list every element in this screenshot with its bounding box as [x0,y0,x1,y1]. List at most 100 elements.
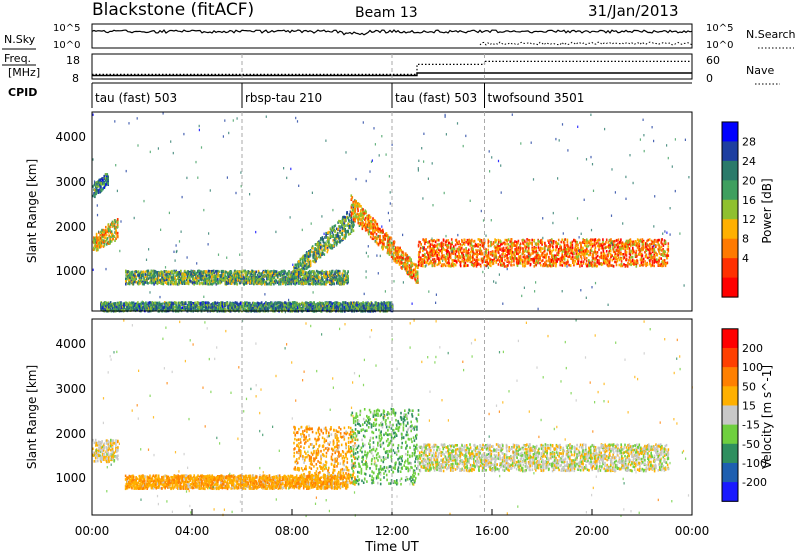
power-cell [505,247,507,250]
power-cell [219,270,221,273]
power-cell [550,244,552,247]
power-cell [304,257,306,260]
power-cell [296,265,298,268]
power-cell [465,262,467,265]
power-cell [393,251,395,254]
nsky-tick-high: 10^5 [53,23,80,34]
power-cell [602,238,604,241]
power-cell [409,260,411,263]
power-cell [438,258,440,261]
power-cell [594,244,596,247]
power-cell [357,210,359,213]
power-cell [485,250,487,253]
power-cell [238,277,240,280]
power-cell [98,236,100,239]
power-cell [443,244,445,247]
power-cell [206,275,208,278]
power-cell [438,263,440,266]
power-cell [410,276,412,279]
power-cell [255,271,257,274]
power-cell [610,250,612,253]
power-cell [422,265,424,268]
date-label: 31/Jan/2013 [588,2,679,20]
power-cell [315,243,317,246]
power-cell [320,246,322,249]
power-cell [458,251,460,254]
power-cell [602,247,604,250]
nsky-label: N.Sky [4,33,36,46]
power-cell [384,238,386,241]
power-cell [382,231,384,234]
power-cell [498,263,500,266]
power-cell [327,249,329,252]
power-cell [581,251,583,254]
power-cell [106,230,108,233]
power-cell [464,243,466,246]
power-cell [525,264,527,267]
power-cell [558,243,560,246]
power-cell [345,233,347,236]
power-cell [445,265,447,268]
power-cell [473,252,475,255]
power-cell [171,270,173,273]
power-cell [99,234,101,237]
power-cell [472,245,474,248]
power-cell [477,249,479,252]
power-cell [405,252,407,255]
power-cell [575,260,577,263]
power-cell [153,283,155,286]
power-cell [211,276,213,279]
power-cell [618,256,620,259]
power-cell [348,233,350,236]
power-cell [592,245,594,248]
power-cell [529,239,531,242]
power-cell [117,221,119,224]
power-cell [206,280,208,283]
power-cell [298,275,300,278]
nave-tick-high: 60 [706,54,720,67]
power-cell [501,257,503,260]
power-cell [306,272,308,275]
power-cell [105,226,107,229]
power-cell [96,183,98,186]
power-cell [420,258,422,261]
power-cell [498,252,500,255]
power-cell [129,271,131,274]
power-cell [492,259,494,262]
power-cell [612,259,614,262]
power-cell [572,241,574,244]
power-cell [109,236,111,239]
power-cell [553,240,555,243]
power-cell [438,249,440,252]
power-cell [373,231,375,234]
power-cell [333,279,335,282]
power-cell [470,254,472,257]
power-cell [538,243,540,246]
power-cell [390,236,392,239]
power-cell [505,239,507,242]
power-cell [529,259,531,262]
power-cell [155,275,157,278]
power-cell [476,244,478,247]
power-cell [544,254,546,257]
power-cell [139,282,141,285]
power-cell [506,243,508,246]
power-cell [536,254,538,257]
power-cell [592,265,594,268]
power-cell [305,260,307,263]
power-cell [432,264,434,267]
power-cell [370,227,372,230]
power-cell [503,247,505,250]
power-cell [349,225,351,228]
power-cell [586,253,588,256]
power-cell [513,264,515,267]
power-cell [306,252,308,255]
power-cell [460,243,462,246]
power-cell [500,243,502,246]
power-cell [494,257,496,260]
power-cell [599,239,601,242]
power-cell [511,260,513,263]
power-cell [374,229,376,232]
power-cell [147,282,149,285]
power-cell [613,258,615,261]
